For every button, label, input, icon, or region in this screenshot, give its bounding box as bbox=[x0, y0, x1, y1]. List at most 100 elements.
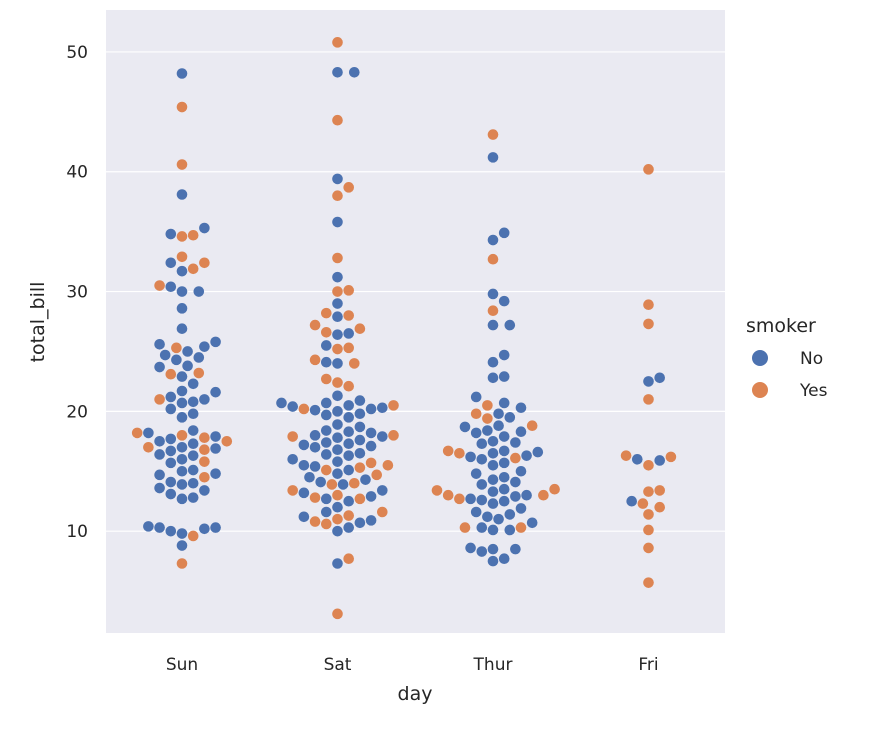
point-yes-sat bbox=[309, 354, 321, 366]
point-yes-fri bbox=[643, 542, 654, 554]
x-axis-label: day bbox=[398, 683, 433, 705]
x-tick-label: Sat bbox=[324, 655, 352, 675]
point-no-sun bbox=[187, 450, 199, 461]
point-yes-sun bbox=[176, 558, 188, 569]
point-yes-sat bbox=[371, 469, 383, 481]
point-yes-sat bbox=[309, 319, 321, 331]
point-no-thur bbox=[470, 391, 482, 403]
point-no-sat bbox=[377, 431, 388, 442]
point-no-sat bbox=[349, 67, 360, 78]
point-no-thur bbox=[504, 412, 516, 423]
point-no-sat bbox=[332, 419, 343, 430]
point-yes-sat bbox=[343, 510, 355, 521]
point-no-thur bbox=[498, 471, 510, 483]
point-yes-thur bbox=[487, 253, 499, 265]
point-no-sat bbox=[332, 311, 343, 323]
point-yes-sun bbox=[171, 342, 182, 354]
point-yes-fri bbox=[643, 577, 654, 588]
point-no-sun bbox=[199, 523, 210, 535]
point-no-thur bbox=[476, 453, 488, 465]
point-no-thur bbox=[498, 295, 510, 307]
point-no-sat bbox=[332, 173, 343, 185]
point-yes-thur bbox=[510, 452, 521, 464]
point-no-sat bbox=[343, 450, 355, 461]
point-yes-fri bbox=[654, 501, 665, 513]
point-yes-sun bbox=[176, 159, 188, 170]
point-no-thur bbox=[487, 288, 499, 300]
point-yes-fri bbox=[643, 459, 654, 471]
point-yes-sun bbox=[199, 471, 210, 483]
point-no-sun bbox=[187, 438, 199, 450]
point-no-thur bbox=[487, 474, 499, 485]
x-tick-label: Fri bbox=[638, 655, 658, 675]
point-no-sun bbox=[176, 385, 188, 397]
point-no-sun bbox=[199, 341, 210, 352]
point-no-thur bbox=[487, 459, 499, 471]
point-no-sun bbox=[165, 488, 177, 500]
point-no-sat bbox=[321, 449, 332, 460]
point-no-thur bbox=[487, 555, 499, 567]
point-no-thur bbox=[482, 425, 493, 436]
point-yes-sat bbox=[332, 114, 343, 126]
legend: smoker No Yes bbox=[746, 315, 828, 401]
point-no-thur bbox=[487, 524, 499, 536]
point-no-sat bbox=[332, 456, 343, 467]
point-yes-sun bbox=[187, 530, 199, 542]
point-no-sat bbox=[332, 525, 343, 537]
point-yes-sat bbox=[343, 182, 355, 193]
point-no-sun bbox=[193, 286, 205, 297]
y-tick-label: 40 bbox=[66, 163, 88, 183]
point-yes-thur bbox=[482, 413, 493, 424]
point-no-sat bbox=[287, 453, 299, 465]
point-no-sun bbox=[176, 412, 188, 423]
point-no-thur bbox=[498, 349, 510, 361]
point-yes-fri bbox=[643, 318, 654, 330]
point-no-sat bbox=[354, 517, 366, 529]
point-no-sun bbox=[176, 323, 188, 334]
point-no-sun bbox=[176, 397, 188, 409]
plot-area bbox=[106, 10, 725, 633]
point-yes-sat bbox=[377, 506, 388, 518]
point-no-thur bbox=[487, 436, 499, 447]
point-yes-thur bbox=[515, 522, 527, 533]
point-no-thur bbox=[498, 483, 510, 495]
point-no-sat bbox=[343, 412, 355, 423]
point-no-sun bbox=[210, 336, 221, 348]
point-no-sun bbox=[176, 286, 188, 297]
point-no-sun bbox=[176, 528, 188, 539]
point-yes-sat bbox=[321, 326, 332, 338]
point-no-thur bbox=[532, 446, 544, 458]
point-no-sun bbox=[176, 371, 188, 382]
point-yes-sun bbox=[165, 368, 177, 380]
point-no-sun bbox=[176, 441, 188, 453]
point-no-sun bbox=[176, 303, 188, 314]
point-no-sun bbox=[187, 378, 199, 390]
point-no-fri bbox=[626, 495, 637, 507]
point-no-sun bbox=[182, 346, 193, 357]
point-no-sat bbox=[332, 216, 343, 228]
point-no-sun bbox=[143, 521, 154, 532]
point-no-sat bbox=[343, 495, 355, 507]
point-no-sun bbox=[165, 391, 177, 403]
point-no-sat bbox=[309, 404, 321, 416]
point-no-sun bbox=[182, 360, 193, 372]
point-yes-sat bbox=[309, 516, 321, 527]
point-no-sat bbox=[321, 506, 332, 518]
point-yes-thur bbox=[487, 305, 499, 317]
point-no-sun bbox=[210, 431, 221, 442]
point-no-sat bbox=[276, 397, 287, 409]
point-yes-fri bbox=[665, 451, 677, 463]
point-yes-fri bbox=[637, 498, 649, 509]
point-yes-sat bbox=[382, 459, 394, 471]
y-tick-label: 10 bbox=[66, 522, 88, 542]
point-no-sat bbox=[343, 464, 355, 476]
point-yes-sat bbox=[354, 462, 366, 473]
point-no-thur bbox=[487, 372, 499, 384]
point-yes-fri bbox=[643, 486, 654, 497]
point-no-fri bbox=[654, 372, 665, 384]
point-yes-sat bbox=[349, 477, 360, 489]
point-yes-thur bbox=[470, 408, 482, 420]
point-no-thur bbox=[476, 438, 488, 450]
point-no-sun bbox=[187, 492, 199, 503]
